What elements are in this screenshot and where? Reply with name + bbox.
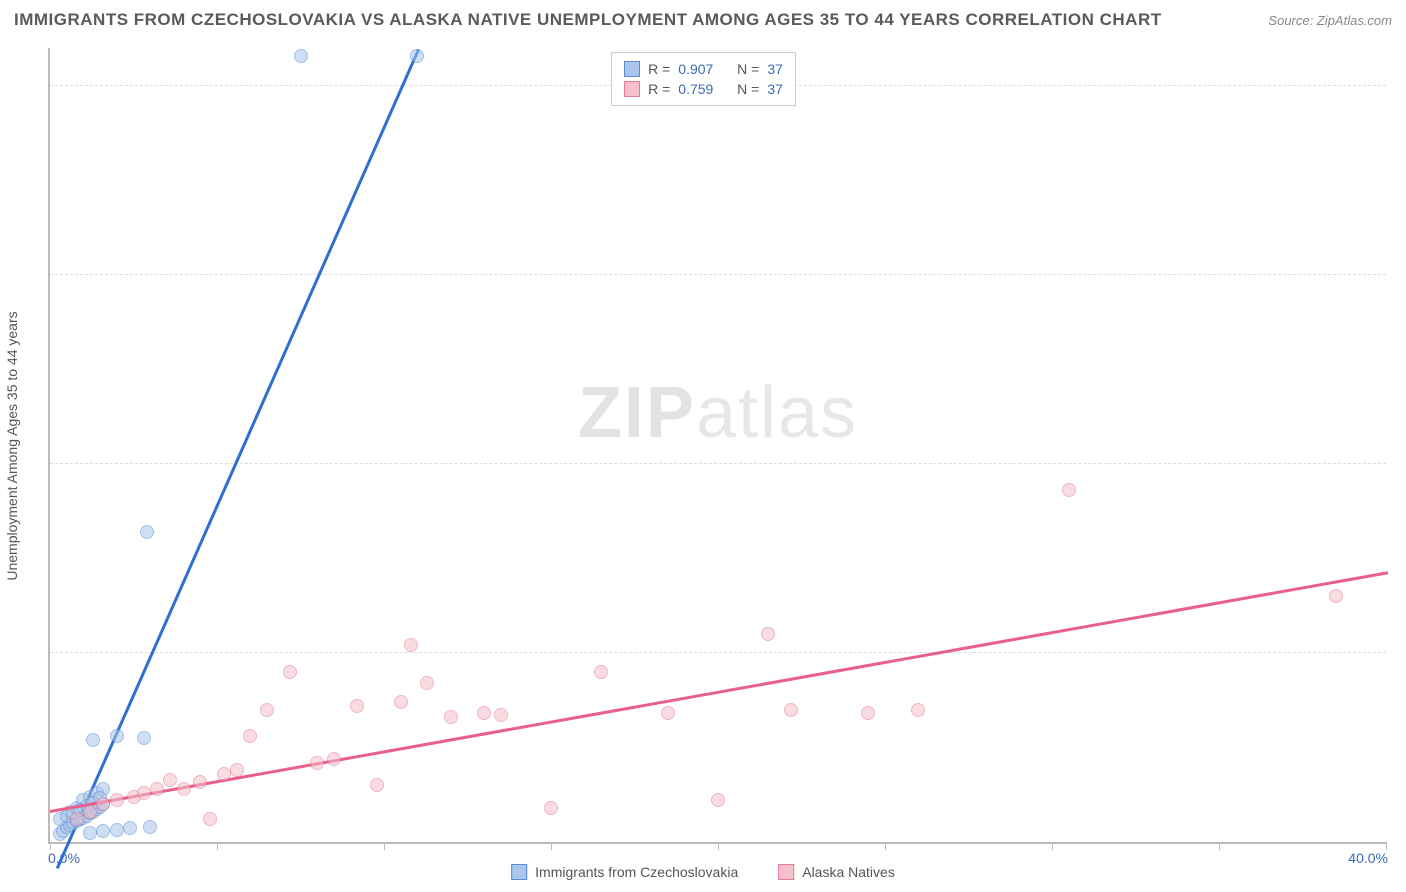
data-point-alaska (177, 782, 191, 796)
data-point-alaska (861, 706, 875, 720)
data-point-czech (137, 731, 151, 745)
data-point-czech (143, 820, 157, 834)
data-point-alaska (137, 786, 151, 800)
x-tick (50, 842, 51, 850)
data-point-alaska (1329, 589, 1343, 603)
stat-r-value: 0.907 (678, 61, 713, 77)
swatch-czech (511, 864, 527, 880)
x-tick (1386, 842, 1387, 850)
watermark: ZIPatlas (578, 372, 858, 454)
stat-n-value: 37 (767, 61, 783, 77)
data-point-alaska (110, 793, 124, 807)
stat-r-value: 0.759 (678, 81, 713, 97)
data-point-alaska (193, 775, 207, 789)
data-point-alaska (911, 703, 925, 717)
y-axis-label: Unemployment Among Ages 35 to 44 years (4, 311, 20, 580)
x-tick (551, 842, 552, 850)
data-point-alaska (350, 699, 364, 713)
data-point-alaska (327, 752, 341, 766)
data-point-alaska (594, 665, 608, 679)
data-point-alaska (283, 665, 297, 679)
gridline (50, 274, 1386, 275)
data-point-alaska (163, 773, 177, 787)
data-point-czech (83, 826, 97, 840)
y-tick-label: 75.0% (1396, 251, 1406, 267)
data-point-czech (96, 824, 110, 838)
data-point-czech (294, 49, 308, 63)
stats-row-czech: R = 0.907 N = 37 (624, 59, 783, 79)
data-point-alaska (784, 703, 798, 717)
data-point-czech (123, 821, 137, 835)
data-point-czech (140, 525, 154, 539)
chart-header: IMMIGRANTS FROM CZECHOSLOVAKIA VS ALASKA… (14, 10, 1392, 30)
data-point-alaska (404, 638, 418, 652)
data-point-alaska (420, 676, 434, 690)
x-tick-label-max: 40.0% (1348, 850, 1388, 866)
swatch-alaska (778, 864, 794, 880)
chart-title: IMMIGRANTS FROM CZECHOSLOVAKIA VS ALASKA… (14, 10, 1162, 30)
chart-source: Source: ZipAtlas.com (1268, 13, 1392, 28)
data-point-alaska (370, 778, 384, 792)
data-point-alaska (544, 801, 558, 815)
legend-label-alaska: Alaska Natives (802, 864, 895, 880)
y-tick-label: 50.0% (1396, 440, 1406, 456)
chart-area: Unemployment Among Ages 35 to 44 years Z… (48, 48, 1386, 844)
x-tick (885, 842, 886, 850)
data-point-czech (86, 733, 100, 747)
data-point-alaska (494, 708, 508, 722)
data-point-alaska (260, 703, 274, 717)
stat-n-value: 37 (767, 81, 783, 97)
data-point-alaska (230, 763, 244, 777)
data-point-alaska (394, 695, 408, 709)
watermark-bold: ZIP (578, 373, 696, 453)
x-tick (384, 842, 385, 850)
watermark-light: atlas (696, 373, 858, 453)
stat-r-label: R = (648, 61, 670, 77)
legend-item-czech: Immigrants from Czechoslovakia (511, 864, 738, 880)
stats-swatch (624, 81, 640, 97)
data-point-czech (110, 823, 124, 837)
x-tick (718, 842, 719, 850)
data-point-alaska (96, 797, 110, 811)
data-point-alaska (70, 812, 84, 826)
stat-n-label: N = (737, 61, 759, 77)
data-point-alaska (243, 729, 257, 743)
data-point-alaska (711, 793, 725, 807)
stat-n-label: N = (737, 81, 759, 97)
data-point-alaska (310, 756, 324, 770)
data-point-alaska (1062, 483, 1076, 497)
data-point-alaska (203, 812, 217, 826)
data-point-alaska (477, 706, 491, 720)
bottom-legend: Immigrants from Czechoslovakia Alaska Na… (511, 864, 895, 880)
trend-line-alaska (50, 571, 1388, 812)
data-point-alaska (761, 627, 775, 641)
data-point-alaska (661, 706, 675, 720)
stats-legend: R = 0.907 N = 37 R = 0.759 N = 37 (611, 52, 796, 106)
legend-label-czech: Immigrants from Czechoslovakia (535, 864, 738, 880)
y-tick-label: 25.0% (1396, 629, 1406, 645)
source-value: ZipAtlas.com (1317, 13, 1392, 28)
stats-row-alaska: R = 0.759 N = 37 (624, 79, 783, 99)
data-point-czech (410, 49, 424, 63)
trend-line-czech (56, 49, 420, 869)
gridline (50, 652, 1386, 653)
gridline (50, 463, 1386, 464)
data-point-alaska (444, 710, 458, 724)
data-point-czech (110, 729, 124, 743)
legend-item-alaska: Alaska Natives (778, 864, 895, 880)
x-tick (217, 842, 218, 850)
data-point-alaska (217, 767, 231, 781)
stats-swatch (624, 61, 640, 77)
source-label: Source: (1268, 13, 1313, 28)
stat-r-label: R = (648, 81, 670, 97)
y-tick-label: 100.0% (1396, 62, 1406, 78)
x-tick (1052, 842, 1053, 850)
x-tick (1219, 842, 1220, 850)
data-point-alaska (150, 782, 164, 796)
scatter-plot: ZIPatlas 25.0%50.0%75.0%100.0%0.0%40.0%R… (48, 48, 1386, 844)
data-point-alaska (83, 805, 97, 819)
